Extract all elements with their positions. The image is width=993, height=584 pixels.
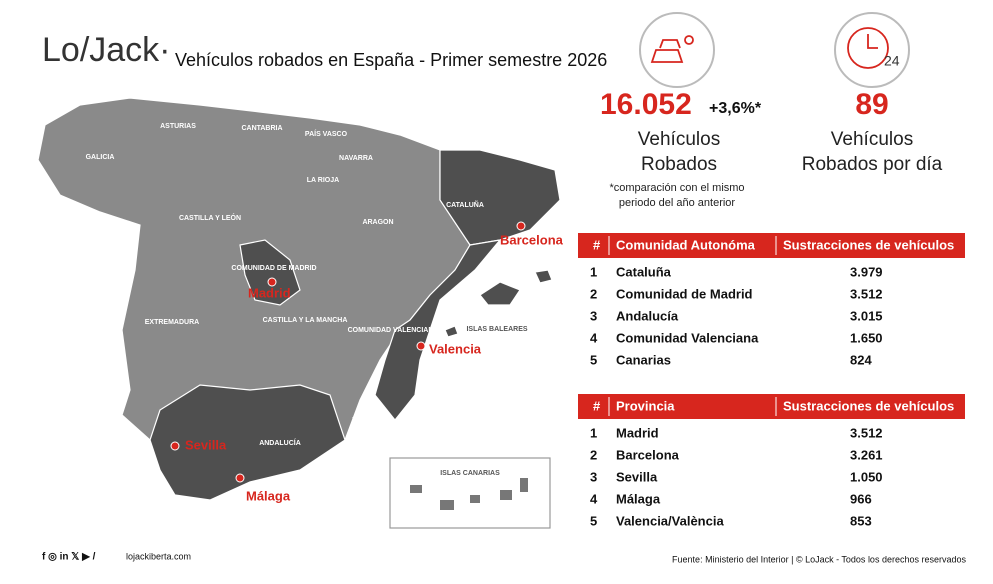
map xyxy=(37,97,561,529)
table-cell: 3 xyxy=(590,469,597,484)
table-cell: 3.979 xyxy=(850,264,883,279)
region-label: ANDALUCÍA xyxy=(259,438,301,447)
region-label: MURCIA xyxy=(352,417,380,424)
social-icons: f ◎ in 𝕏 ▶ / xyxy=(42,552,96,563)
icon-theft xyxy=(639,12,715,88)
stat-label: Vehículos xyxy=(831,129,913,150)
column-header: Provincia xyxy=(616,398,675,413)
city-dot xyxy=(235,473,245,483)
city-label: Barcelona xyxy=(500,232,564,247)
logo: Lo/Jack· xyxy=(42,31,171,69)
region-label: CATALUÑA xyxy=(446,200,484,209)
table-cell: 5 xyxy=(590,352,597,367)
stat-label: Vehículos xyxy=(638,129,720,150)
region-label: NAVARRA xyxy=(339,155,373,162)
table-cell: Madrid xyxy=(616,425,659,440)
table-header xyxy=(578,394,965,419)
region-label: ISLAS BALEARES xyxy=(466,326,527,333)
column-header: # xyxy=(593,237,601,252)
stat-change: +3,6%* xyxy=(709,100,762,117)
column-header: # xyxy=(593,398,601,413)
title: Vehículos robados en España - Primer sem… xyxy=(175,50,607,70)
table-cell: 853 xyxy=(850,513,872,528)
region-label: ARAGON xyxy=(362,219,393,226)
region-label: ASTURIAS xyxy=(160,123,196,130)
stat-label: Robados xyxy=(641,154,717,175)
column-header: Sustracciones de vehículos xyxy=(783,398,954,413)
table-cell: 5 xyxy=(590,513,597,528)
city-dot xyxy=(416,341,426,351)
table-cell: Málaga xyxy=(616,491,661,506)
region-label: GALICIA xyxy=(86,154,115,161)
table-cell: Barcelona xyxy=(616,447,680,462)
table-cell: Canarias xyxy=(616,352,671,367)
column-header: Comunidad Autonóma xyxy=(616,237,756,252)
city-label: Valencia xyxy=(429,341,482,356)
source: Fuente: Ministerio del Interior | © LoJa… xyxy=(672,554,966,564)
city-dot xyxy=(516,221,526,231)
table-cell: 1 xyxy=(590,264,597,279)
city-label: Sevilla xyxy=(185,437,227,452)
table-cell: 2 xyxy=(590,447,597,462)
table-header xyxy=(578,233,965,258)
city-label: Málaga xyxy=(246,488,291,503)
table-cell: 824 xyxy=(850,352,872,367)
column-header: Sustracciones de vehículos xyxy=(783,237,954,252)
footnote: periodo del año anterior xyxy=(619,197,736,209)
table-cell: 3.015 xyxy=(850,308,883,323)
city-label: Madrid xyxy=(248,285,291,300)
stat-label: Robados por día xyxy=(802,154,943,175)
table-cell: 1.050 xyxy=(850,469,883,484)
table-cell: 3.512 xyxy=(850,425,883,440)
region-label: PAÍS VASCO xyxy=(305,129,348,138)
website[interactable]: lojackiberta.com xyxy=(126,551,191,561)
table-cell: Comunidad Valenciana xyxy=(616,330,759,345)
region-label: LA RIOJA xyxy=(307,177,339,184)
region-label: ISLAS CANARIAS xyxy=(440,470,500,477)
table-cell: 4 xyxy=(590,491,598,506)
stat-value: 89 xyxy=(855,88,888,121)
region-label: EXTREMADURA xyxy=(145,319,199,326)
table-cell: 4 xyxy=(590,330,598,345)
table-cell: 3 xyxy=(590,308,597,323)
region-label: COMUNIDAD DE MADRID xyxy=(231,265,316,272)
region-label: CANTABRIA xyxy=(241,125,282,132)
clock-label: 24 xyxy=(884,53,900,69)
table-cell: 1 xyxy=(590,425,597,440)
city-dot xyxy=(170,441,180,451)
table-cell: 1.650 xyxy=(850,330,883,345)
table-cell: 3.261 xyxy=(850,447,883,462)
region-label: COMUNIDAD VALENCIANA xyxy=(348,327,439,334)
region-label: CASTILLA Y LA MANCHA xyxy=(263,317,348,324)
region-label: CASTILLA Y LEÓN xyxy=(179,213,241,222)
table-cell: Andalucía xyxy=(616,308,679,323)
table-cell: Cataluña xyxy=(616,264,672,279)
stat-value: 16.052 xyxy=(600,88,692,121)
table-cell: 2 xyxy=(590,286,597,301)
icon-clock: 24 xyxy=(834,12,910,88)
table-cell: 966 xyxy=(850,491,872,506)
table-cell: Sevilla xyxy=(616,469,658,484)
table-cell: Valencia/València xyxy=(616,513,724,528)
footnote: *comparación con el mismo xyxy=(609,182,744,194)
table-cell: 3.512 xyxy=(850,286,883,301)
table-cell: Comunidad de Madrid xyxy=(616,286,753,301)
city-dot xyxy=(267,277,277,287)
